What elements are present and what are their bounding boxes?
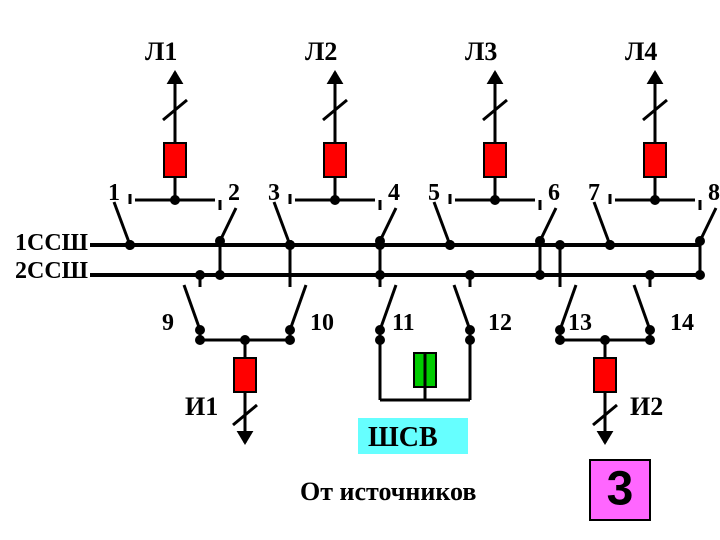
feeder-label-1: И1	[185, 392, 218, 421]
bottom-switch-11: 11	[375, 240, 415, 340]
feeder-2: И2	[555, 335, 663, 445]
slide-number: 3	[607, 463, 634, 516]
bus-coupler: ШСВ	[358, 335, 475, 454]
single-line-diagram: 1ССШ2ССШЛ112Л234Л356Л47891011121314И1И2Ш…	[0, 0, 720, 540]
bus-label-2: 2ССШ	[15, 258, 88, 284]
bottom-switch-12: 12	[454, 270, 512, 340]
line-label-4: Л4	[625, 37, 657, 66]
bottom-switch-13: 13	[555, 240, 592, 340]
line-label-3: Л3	[465, 37, 497, 66]
bottom-switch-9: 9	[162, 270, 205, 340]
slide-number-badge: 3	[590, 460, 650, 520]
switch-num-9: 9	[162, 310, 174, 336]
sources-label: От источников	[300, 477, 476, 506]
line-label-1: Л1	[145, 37, 177, 66]
bus-label-1: 1ССШ	[15, 230, 88, 256]
line-label-2: Л2	[305, 37, 337, 66]
bottom-switch-10: 10	[285, 240, 334, 340]
feeder-label-2: И2	[630, 392, 663, 421]
switch-num-8: 8	[708, 180, 720, 206]
feeder-1: И1	[185, 335, 295, 445]
bottom-switch-14: 14	[634, 270, 694, 340]
switch-num-14: 14	[670, 310, 694, 336]
switch-num-2: 2	[228, 180, 240, 206]
switch-num-12: 12	[488, 310, 512, 336]
switch-num-11: 11	[392, 310, 415, 336]
switch-num-13: 13	[568, 310, 592, 336]
switch-num-10: 10	[310, 310, 334, 336]
shsv-label: ШСВ	[368, 422, 438, 453]
switch-num-4: 4	[388, 180, 400, 206]
switch-num-6: 6	[548, 180, 560, 206]
